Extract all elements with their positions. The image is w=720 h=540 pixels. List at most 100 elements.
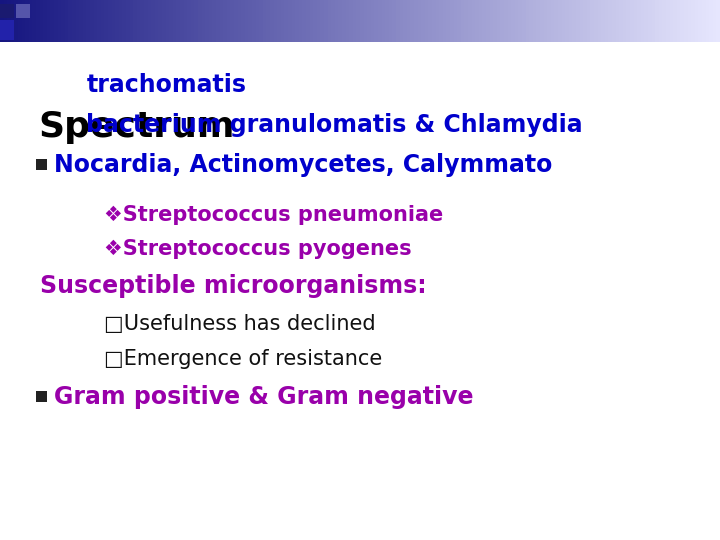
Bar	[634, 0, 638, 42]
Bar	[572, 0, 577, 42]
Bar	[472, 0, 476, 42]
Bar	[180, 0, 184, 42]
Bar	[385, 0, 390, 42]
Bar	[454, 0, 458, 42]
Bar	[547, 0, 552, 42]
Bar	[43, 0, 48, 42]
Bar	[374, 0, 379, 42]
Bar	[112, 0, 116, 42]
Bar	[158, 0, 163, 42]
Bar	[475, 0, 480, 42]
Bar	[144, 0, 148, 42]
Text: trachomatis: trachomatis	[86, 73, 246, 97]
Text: ❖Streptococcus pyogenes: ❖Streptococcus pyogenes	[104, 239, 412, 260]
Bar	[130, 0, 134, 42]
Bar	[551, 0, 555, 42]
Text: Susceptible microorganisms:: Susceptible microorganisms:	[40, 274, 426, 298]
Bar	[691, 0, 696, 42]
Bar	[36, 0, 40, 42]
Bar	[576, 0, 580, 42]
Bar	[565, 0, 570, 42]
Bar	[151, 0, 156, 42]
Bar	[688, 0, 692, 42]
Bar	[310, 0, 314, 42]
Bar	[655, 0, 660, 42]
Bar	[644, 0, 649, 42]
Bar	[320, 0, 325, 42]
Bar	[187, 0, 192, 42]
Bar	[191, 0, 195, 42]
Bar	[331, 0, 336, 42]
Bar	[202, 0, 206, 42]
Bar	[299, 0, 303, 42]
Bar	[540, 0, 544, 42]
Bar	[702, 0, 706, 42]
Text: ❖Streptococcus pneumoniae: ❖Streptococcus pneumoniae	[104, 205, 444, 225]
Bar	[115, 0, 120, 42]
Bar	[673, 0, 678, 42]
Bar	[619, 0, 624, 42]
Bar	[25, 0, 30, 42]
Bar	[328, 0, 332, 42]
Bar	[198, 0, 202, 42]
Bar	[468, 0, 472, 42]
Bar	[173, 0, 177, 42]
Bar	[382, 0, 386, 42]
Bar	[212, 0, 217, 42]
Bar	[709, 0, 714, 42]
Bar	[148, 0, 152, 42]
Bar	[425, 0, 429, 42]
Bar	[205, 0, 210, 42]
Bar	[410, 0, 415, 42]
Bar	[108, 0, 112, 42]
Bar	[14, 0, 19, 42]
Bar	[641, 0, 645, 42]
Bar	[353, 0, 357, 42]
Bar	[209, 0, 213, 42]
Bar	[241, 0, 246, 42]
Bar	[392, 0, 397, 42]
Bar	[716, 0, 720, 42]
Bar	[518, 0, 523, 42]
Bar	[223, 0, 228, 42]
Bar	[140, 0, 145, 42]
Bar	[72, 0, 76, 42]
Bar	[61, 0, 66, 42]
Bar	[16, 4, 30, 18]
Bar	[522, 0, 526, 42]
Bar	[569, 0, 573, 42]
Bar	[421, 0, 426, 42]
Bar	[324, 0, 328, 42]
Bar	[500, 0, 505, 42]
Bar	[583, 0, 588, 42]
Bar	[259, 0, 264, 42]
Bar	[36, 392, 47, 402]
Bar	[104, 0, 109, 42]
Bar	[227, 0, 231, 42]
Bar	[648, 0, 652, 42]
Bar	[706, 0, 710, 42]
Bar	[184, 0, 188, 42]
Bar	[630, 0, 634, 42]
Bar	[432, 0, 436, 42]
Bar	[371, 0, 375, 42]
Bar	[400, 0, 404, 42]
Bar	[544, 0, 548, 42]
Bar	[126, 0, 130, 42]
Bar	[40, 0, 44, 42]
Bar	[587, 0, 591, 42]
Bar	[7, 0, 12, 42]
Text: □Emergence of resistance: □Emergence of resistance	[104, 349, 382, 369]
Bar	[68, 0, 73, 42]
Bar	[65, 0, 69, 42]
Bar	[306, 0, 310, 42]
Bar	[526, 0, 530, 42]
Bar	[486, 0, 490, 42]
Bar	[284, 0, 289, 42]
Bar	[83, 0, 87, 42]
Bar	[281, 0, 285, 42]
Bar	[450, 0, 454, 42]
Bar	[248, 0, 253, 42]
Bar	[490, 0, 494, 42]
Bar	[364, 0, 368, 42]
